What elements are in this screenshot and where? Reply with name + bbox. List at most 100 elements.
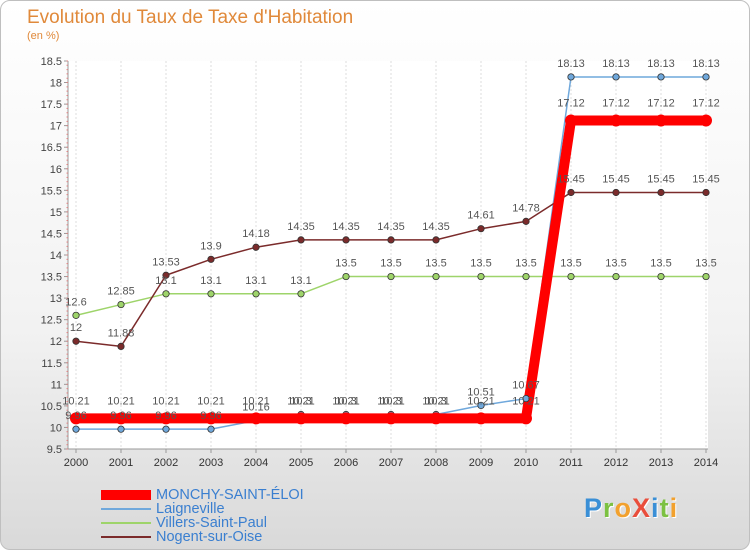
data-label: 13.5 (695, 258, 716, 270)
data-point (702, 73, 710, 81)
data-point (115, 412, 127, 425)
x-tick-label: 2013 (649, 457, 673, 469)
data-label: 13.5 (605, 258, 626, 270)
data-point (72, 425, 80, 433)
data-label: 10.3 (290, 396, 311, 408)
data-label: 10.21 (107, 395, 135, 407)
data-point (657, 73, 665, 81)
y-tick-label: 14 (50, 250, 62, 262)
data-point (655, 114, 667, 127)
data-label: 17.12 (557, 97, 585, 109)
data-point (612, 272, 620, 281)
y-tick-label: 16 (50, 164, 62, 176)
data-label: 10.21 (512, 395, 540, 407)
data-point (72, 337, 80, 345)
data-label: 13.5 (650, 258, 671, 270)
data-point (117, 425, 125, 433)
data-label: 13.1 (245, 275, 266, 287)
y-tick-label: 16.5 (41, 142, 62, 154)
data-point (522, 217, 530, 225)
x-tick-label: 2011 (559, 457, 583, 469)
data-label: 10.3 (425, 396, 446, 408)
data-label: 14.78 (512, 202, 540, 214)
logo-letter: X (632, 493, 652, 523)
data-label: 10.3 (335, 396, 356, 408)
y-tick-label: 17 (50, 121, 62, 133)
data-point (342, 236, 350, 244)
data-label: 15.45 (692, 173, 720, 185)
logo-letter: i (669, 493, 679, 523)
x-tick-label: 2010 (514, 457, 538, 469)
data-label: 10.21 (422, 395, 450, 407)
data-point (477, 272, 485, 281)
logo-letter: P (584, 493, 604, 523)
x-tick-label: 2007 (379, 457, 403, 469)
data-label: 13.53 (152, 256, 180, 268)
data-label: 10.16 (242, 402, 270, 414)
data-label: 14.35 (332, 221, 360, 233)
data-label: 13.5 (425, 258, 446, 270)
data-label: 18.13 (557, 58, 585, 70)
data-point (657, 272, 665, 281)
data-label: 13.1 (290, 275, 311, 287)
legend-swatch (101, 508, 151, 510)
data-point (387, 236, 395, 244)
chart-unit: (en %) (27, 30, 60, 42)
data-point (205, 412, 217, 425)
data-label: 10.21 (197, 395, 225, 407)
data-point (565, 114, 577, 127)
data-label: 15.45 (602, 173, 630, 185)
data-label: 12 (70, 322, 82, 334)
data-label: 9.96 (155, 410, 176, 422)
y-tick-label: 11.5 (41, 358, 62, 370)
data-point (430, 412, 442, 425)
x-tick-label: 2009 (469, 457, 493, 469)
logo-letter: r (603, 493, 615, 523)
data-label: 18.13 (647, 58, 675, 70)
data-label: 9.96 (65, 410, 86, 422)
x-tick-label: 2001 (109, 457, 133, 469)
data-point (702, 272, 710, 281)
y-tick-label: 13 (50, 293, 62, 305)
data-label: 14.18 (242, 228, 270, 240)
data-point (207, 255, 215, 263)
data-label: 13.1 (155, 275, 176, 287)
data-point (117, 342, 125, 350)
data-label: 13.5 (515, 258, 536, 270)
data-label: 10.3 (380, 396, 401, 408)
data-label: 12.85 (107, 286, 135, 298)
data-point (162, 290, 170, 298)
data-label: 12.6 (65, 296, 86, 308)
data-point (702, 188, 710, 197)
data-point (340, 412, 352, 425)
data-label: 15.45 (647, 173, 675, 185)
proxiti-logo: ProXiti (584, 493, 678, 524)
data-point (70, 412, 82, 425)
data-point (207, 290, 215, 298)
data-label: 17.12 (647, 97, 675, 109)
data-label: 13.5 (560, 258, 581, 270)
data-point (432, 236, 440, 244)
x-tick-label: 2006 (334, 457, 358, 469)
data-point (342, 272, 350, 281)
data-label: 10.21 (377, 395, 405, 407)
data-point (432, 272, 440, 281)
data-point (612, 73, 620, 81)
logo-letter: t (659, 493, 670, 523)
legend-swatch (101, 536, 151, 538)
data-point (162, 271, 170, 279)
data-label: 14.35 (377, 221, 405, 233)
x-tick-label: 2004 (244, 457, 268, 469)
y-tick-label: 15.5 (41, 185, 62, 197)
x-tick-label: 2002 (154, 457, 178, 469)
logo-letter: o (614, 493, 633, 523)
y-tick-label: 10.5 (41, 401, 62, 413)
data-label: 10.21 (152, 395, 180, 407)
data-point (477, 225, 485, 233)
y-tick-label: 17.5 (41, 99, 62, 111)
y-tick-label: 12.5 (41, 315, 62, 327)
data-point (297, 236, 305, 244)
data-label: 10.21 (287, 395, 315, 407)
